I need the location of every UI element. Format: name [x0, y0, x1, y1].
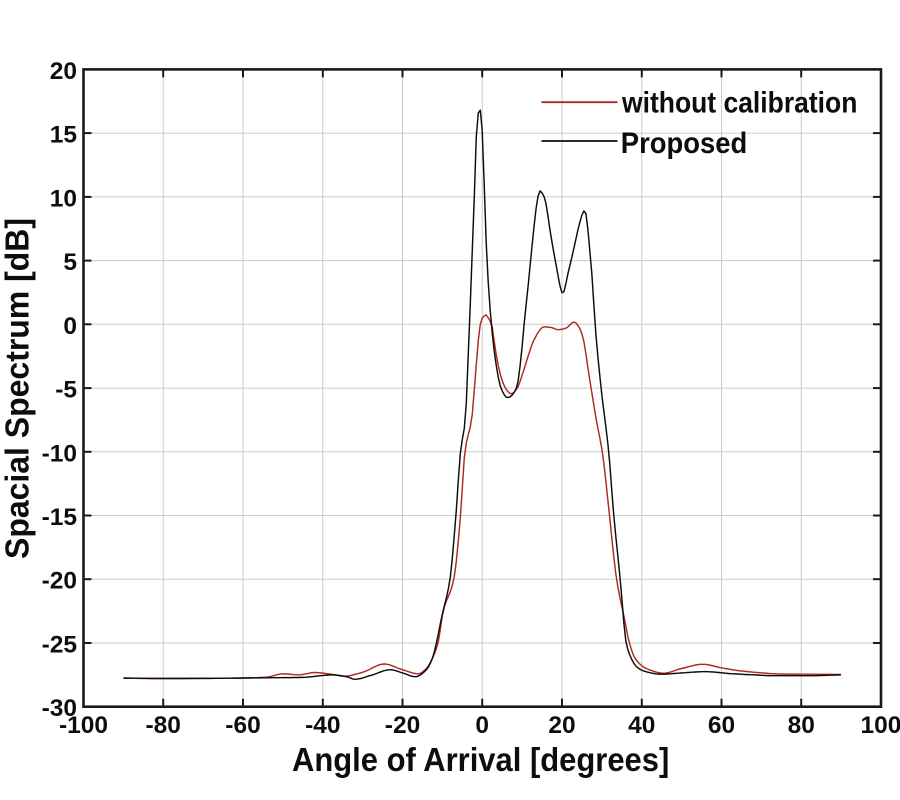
svg-text:60: 60	[708, 712, 735, 739]
svg-text:-30: -30	[42, 695, 77, 722]
svg-text:15: 15	[50, 122, 77, 149]
svg-text:-10: -10	[42, 440, 77, 467]
svg-text:-80: -80	[145, 712, 180, 739]
svg-text:without calibration: without calibration	[621, 87, 857, 120]
svg-text:-60: -60	[225, 712, 260, 739]
svg-text:-100: -100	[59, 712, 108, 739]
svg-text:-5: -5	[55, 377, 77, 404]
svg-text:Proposed: Proposed	[621, 127, 747, 160]
svg-text:-15: -15	[42, 504, 77, 531]
svg-text:100: 100	[861, 712, 900, 739]
svg-text:0: 0	[475, 712, 489, 739]
svg-text:80: 80	[788, 712, 815, 739]
svg-text:-20: -20	[385, 712, 420, 739]
svg-text:20: 20	[548, 712, 575, 739]
svg-text:5: 5	[63, 249, 77, 276]
svg-text:-20: -20	[42, 568, 77, 595]
svg-text:20: 20	[50, 58, 77, 85]
svg-text:-40: -40	[305, 712, 340, 739]
svg-text:Angle of Arrival [degrees]: Angle of Arrival [degrees]	[292, 741, 669, 778]
svg-text:10: 10	[50, 185, 77, 212]
svg-text:0: 0	[63, 313, 77, 340]
svg-text:-25: -25	[42, 632, 77, 659]
svg-text:Spacial Spectrum [dB]: Spacial Spectrum [dB]	[0, 218, 36, 559]
svg-text:40: 40	[628, 712, 655, 739]
